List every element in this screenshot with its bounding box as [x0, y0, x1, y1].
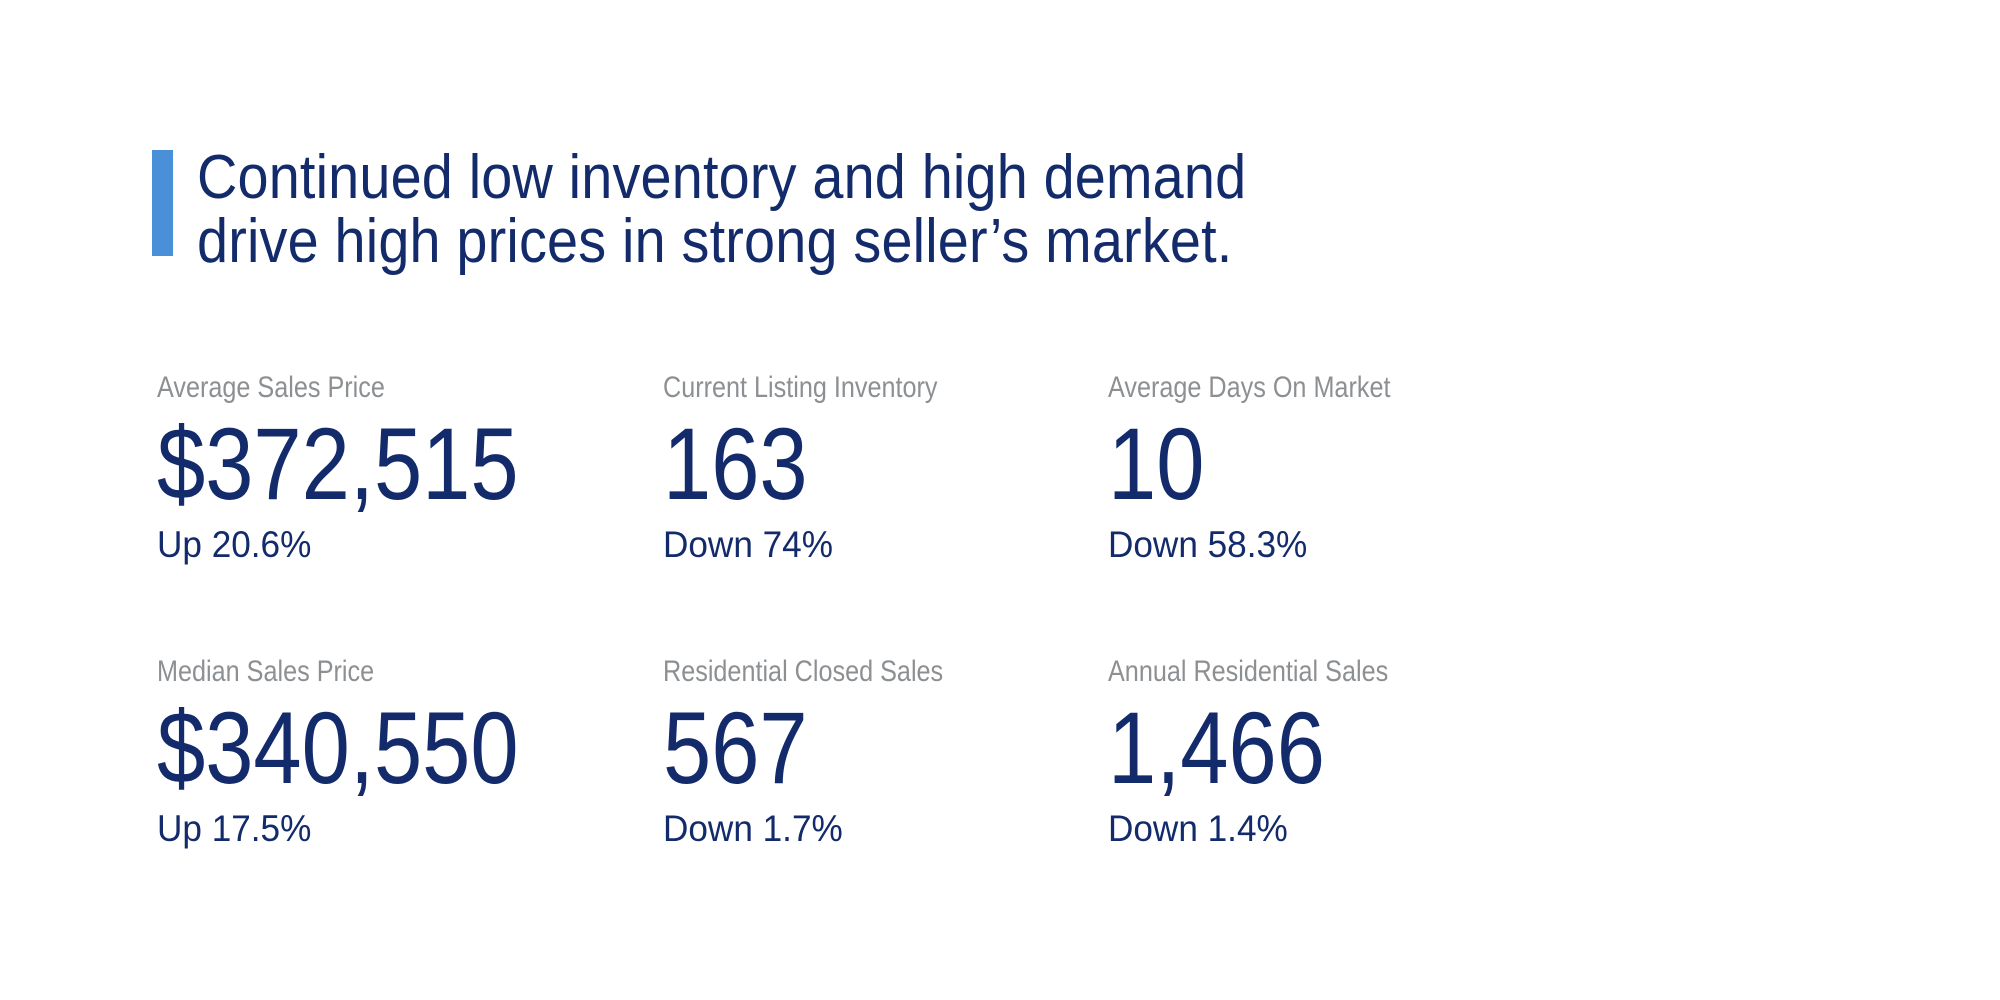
stat-value: $372,515 [157, 407, 519, 521]
stat-change: Down 1.4% [1108, 808, 1288, 849]
stat-change: Down 1.7% [663, 808, 843, 849]
stat-card: Current Listing Inventory 163 Down 74% [663, 372, 1108, 566]
stat-label: Residential Closed Sales [663, 655, 944, 688]
stat-value: 567 [663, 691, 808, 805]
stat-card: Average Sales Price $372,515 Up 20.6% [157, 372, 663, 566]
stat-value: 1,466 [1108, 691, 1325, 805]
stat-label: Average Sales Price [157, 371, 385, 404]
headline-accent-bar [152, 150, 173, 256]
stat-card: Median Sales Price $340,550 Up 17.5% [157, 656, 663, 850]
stat-value: 163 [663, 407, 808, 521]
stat-change: Up 20.6% [157, 524, 312, 565]
stat-label: Annual Residential Sales [1108, 655, 1389, 688]
headline-line-2: drive high prices in strong seller’s mar… [197, 207, 1233, 276]
page-title: Continued low inventory and high demand d… [197, 146, 1246, 274]
stat-change: Down 74% [663, 524, 833, 565]
stats-grid: Average Sales Price $372,515 Up 20.6% Cu… [157, 372, 1837, 850]
stat-value: $340,550 [157, 691, 519, 805]
stat-card: Annual Residential Sales 1,466 Down 1.4% [1108, 656, 1837, 850]
stat-card: Residential Closed Sales 567 Down 1.7% [663, 656, 1108, 850]
stat-label: Average Days On Market [1108, 371, 1391, 404]
stat-label: Median Sales Price [157, 655, 375, 688]
stat-label: Current Listing Inventory [663, 371, 938, 404]
stat-card: Average Days On Market 10 Down 58.3% [1108, 372, 1837, 566]
stat-change: Up 17.5% [157, 808, 312, 849]
stat-change: Down 58.3% [1108, 524, 1308, 565]
stat-value: 10 [1108, 407, 1205, 521]
headline-line-1: Continued low inventory and high demand [197, 143, 1247, 212]
